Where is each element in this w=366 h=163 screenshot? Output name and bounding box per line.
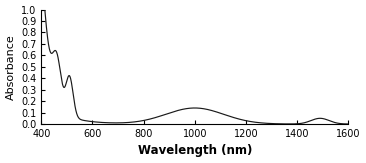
X-axis label: Wavelength (nm): Wavelength (nm) bbox=[138, 144, 252, 157]
Y-axis label: Absorbance: Absorbance bbox=[5, 34, 16, 100]
